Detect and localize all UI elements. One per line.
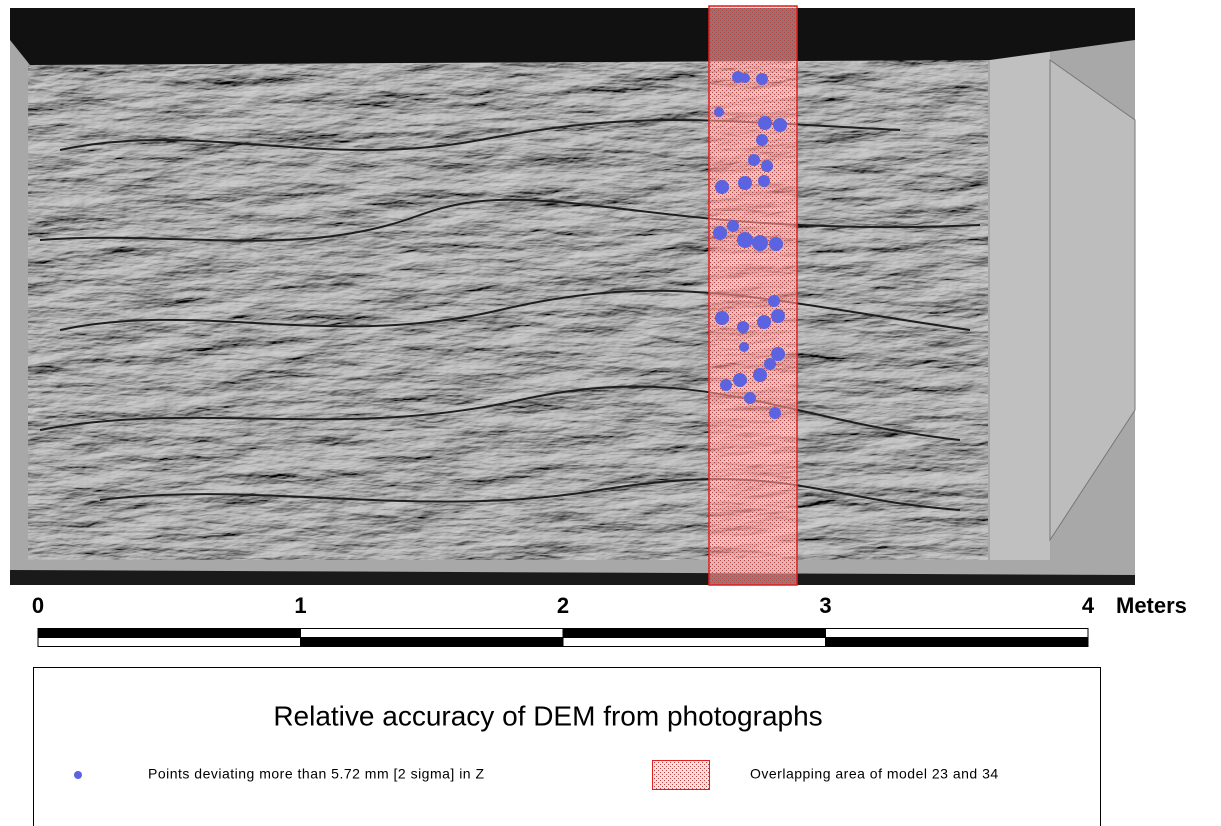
point <box>756 73 768 85</box>
point <box>773 118 787 132</box>
scale-segment <box>563 629 826 638</box>
point <box>744 392 756 404</box>
legend-point-symbol <box>74 771 82 779</box>
scale-segment <box>38 629 301 638</box>
point <box>733 373 747 387</box>
point <box>764 358 776 370</box>
scale-label: 3 <box>819 593 831 618</box>
overlap-area <box>709 6 797 585</box>
point <box>737 232 753 248</box>
scale-label: 2 <box>557 593 569 618</box>
scale-segment <box>38 638 301 647</box>
figure: 0 1 2 3 4 Meters Relative accuracy of DEM fro… <box>0 0 1221 826</box>
point <box>756 134 768 146</box>
point <box>714 107 724 117</box>
scale-label: 4 <box>1082 593 1095 618</box>
scale-unit: Meters <box>1116 593 1187 618</box>
point <box>715 180 729 194</box>
point <box>720 379 732 391</box>
point <box>713 226 727 240</box>
point <box>738 176 752 190</box>
scale-segment <box>826 638 1089 647</box>
point <box>769 237 783 251</box>
point <box>727 220 739 232</box>
point <box>715 311 729 325</box>
scale-segment <box>301 629 564 638</box>
legend-area-symbol <box>653 761 710 790</box>
legend-title: Relative accuracy of DEM from photograph… <box>273 700 822 731</box>
point <box>758 175 770 187</box>
page: {"map": {"title": "Relative accuracy of … <box>0 0 1221 826</box>
point <box>753 368 767 382</box>
scale-segment <box>563 638 826 647</box>
dem-hillshade <box>10 8 1135 585</box>
scale-segment <box>301 638 564 647</box>
point <box>769 407 781 419</box>
point <box>752 235 768 251</box>
scale-label: 1 <box>294 593 306 618</box>
point <box>761 160 773 172</box>
dem-top-band <box>10 8 1135 65</box>
scale-label: 0 <box>32 593 44 618</box>
point <box>737 321 749 333</box>
point <box>739 342 749 352</box>
point <box>768 295 780 307</box>
legend-box <box>34 668 1101 826</box>
point <box>758 116 772 130</box>
dem-edge <box>990 40 1050 560</box>
scale-segment <box>826 629 1089 638</box>
legend-label: Overlapping area of model 23 and 34 <box>750 766 999 782</box>
point <box>757 315 771 329</box>
scale-bar: 0 1 2 3 4 Meters <box>32 593 1187 647</box>
legend-label: Points deviating more than 5.72 mm [2 si… <box>148 766 485 782</box>
point <box>771 309 785 323</box>
point <box>740 73 750 83</box>
point <box>748 154 760 166</box>
